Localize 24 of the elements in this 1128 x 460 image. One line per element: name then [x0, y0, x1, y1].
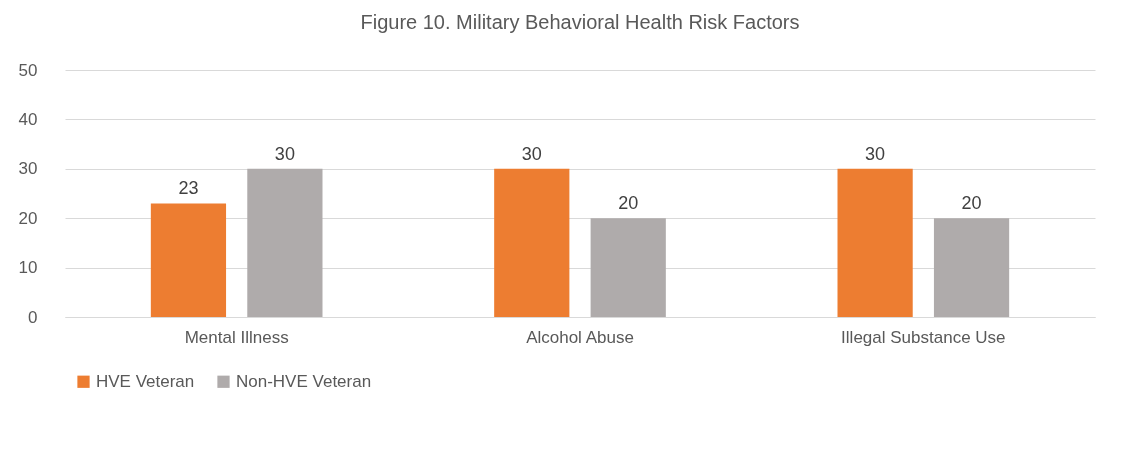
y-tick-label: 50 — [18, 60, 38, 80]
bar — [933, 218, 1010, 317]
bar — [590, 218, 666, 317]
x-tick-label: Mental Illness — [184, 327, 289, 347]
x-tick-label: Alcohol Abuse — [526, 327, 634, 347]
data-label: 23 — [178, 178, 199, 199]
bar — [494, 168, 570, 317]
bar — [837, 168, 913, 317]
y-tick-label: 40 — [18, 109, 38, 129]
data-label: 30 — [521, 143, 542, 164]
y-tick-label: 10 — [18, 258, 38, 278]
legend-label: HVE Veteran — [96, 371, 195, 391]
y-tick-label: 20 — [18, 208, 38, 228]
data-label: 30 — [865, 143, 886, 164]
legend-label: Non-HVE Veteran — [236, 371, 372, 391]
chart-title: Figure 10. Military Behavioral Health Risk Factors — [360, 11, 800, 33]
data-label: 20 — [961, 193, 982, 214]
bar — [247, 168, 323, 317]
x-tick-label: Illegal Substance Use — [841, 327, 1006, 347]
bar — [150, 203, 227, 317]
y-tick-label: 30 — [18, 159, 38, 179]
y-tick-label: 0 — [28, 307, 38, 327]
data-label: 30 — [274, 143, 295, 164]
data-label: 20 — [618, 193, 639, 214]
